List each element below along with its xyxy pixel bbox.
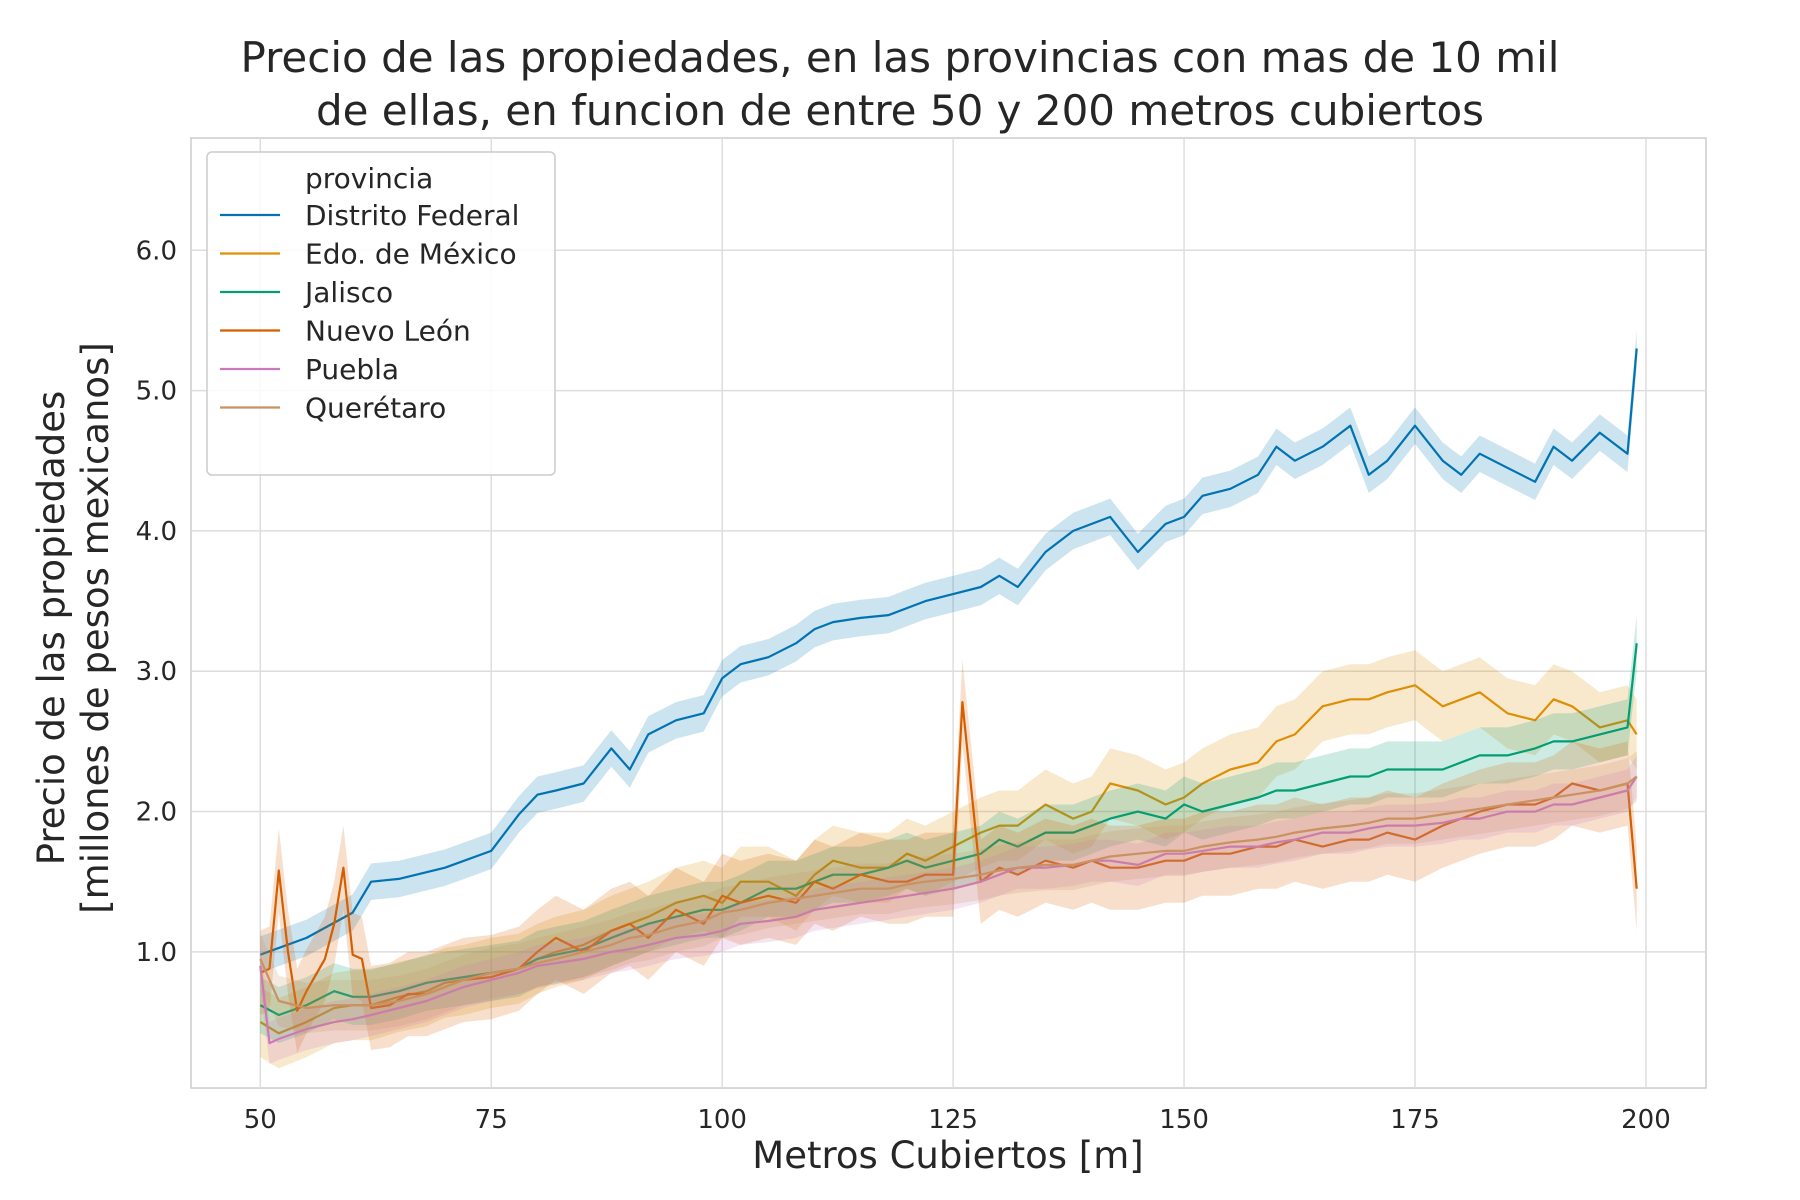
x-tick-label: 150 (1159, 1105, 1209, 1135)
confidence-band-edo-de-mexico (260, 650, 1637, 1069)
series-line-queretaro (259, 775, 1638, 1010)
series-line-distrito-federal (259, 348, 1638, 956)
series-distrito-federal (259, 330, 1638, 973)
legend-label-puebla: Puebla (305, 353, 399, 386)
legend-title: provincia (305, 162, 433, 195)
chart-title-line-1: Precio de las propiedades, en las provin… (241, 33, 1560, 82)
x-tick-label: 125 (928, 1105, 978, 1135)
legend-label-distrito-federal: Distrito Federal (305, 199, 519, 232)
x-tick-label: 50 (244, 1105, 277, 1135)
x-tick-label: 100 (697, 1105, 747, 1135)
legend-box (206, 151, 556, 476)
plot-area: 50 75 100 125 150 175 200 1.0 2.0 3.0 4.0 5.0 6.0 (136, 137, 1707, 1135)
x-axis-label: Metros Cubiertos [m] (752, 1134, 1143, 1177)
legend-label-edo-de-mexico: Edo. de México (305, 238, 517, 271)
y-tick-label: 1.0 (136, 938, 177, 968)
y-tick-label: 2.0 (136, 798, 177, 828)
y-axis-label-line-2: [millones de pesos mexicanos] (74, 342, 117, 914)
confidence-band-queretaro (260, 751, 1637, 1034)
y-tick-label: 6.0 (136, 236, 177, 266)
series-line-puebla (259, 775, 1638, 1045)
series-queretaro (259, 751, 1638, 1034)
x-tick-label: 200 (1621, 1105, 1671, 1135)
legend: provincia Distrito Federal Edo. de México… (206, 151, 556, 476)
y-tick-label: 4.0 (136, 517, 177, 547)
x-tick-label: 175 (1390, 1105, 1440, 1135)
x-tick-label: 75 (475, 1105, 508, 1135)
chart-title-line-2: de ellas, en funcion de entre 50 y 200 m… (316, 86, 1484, 135)
legend-label-jalisco: Jalisco (303, 276, 393, 309)
legend-label-nuevo-leon: Nuevo León (305, 315, 471, 348)
y-tick-label: 5.0 (136, 377, 177, 407)
y-axis-label-line-1: Precio de las propiedades (30, 391, 73, 866)
legend-label-queretaro: Querétaro (305, 392, 446, 425)
y-tick-label: 3.0 (136, 657, 177, 687)
series-line-nuevo-leon (259, 700, 1638, 1012)
